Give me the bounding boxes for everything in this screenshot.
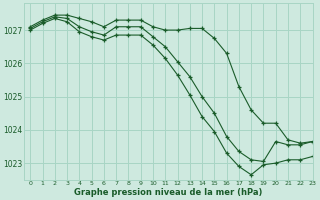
X-axis label: Graphe pression niveau de la mer (hPa): Graphe pression niveau de la mer (hPa) bbox=[74, 188, 262, 197]
